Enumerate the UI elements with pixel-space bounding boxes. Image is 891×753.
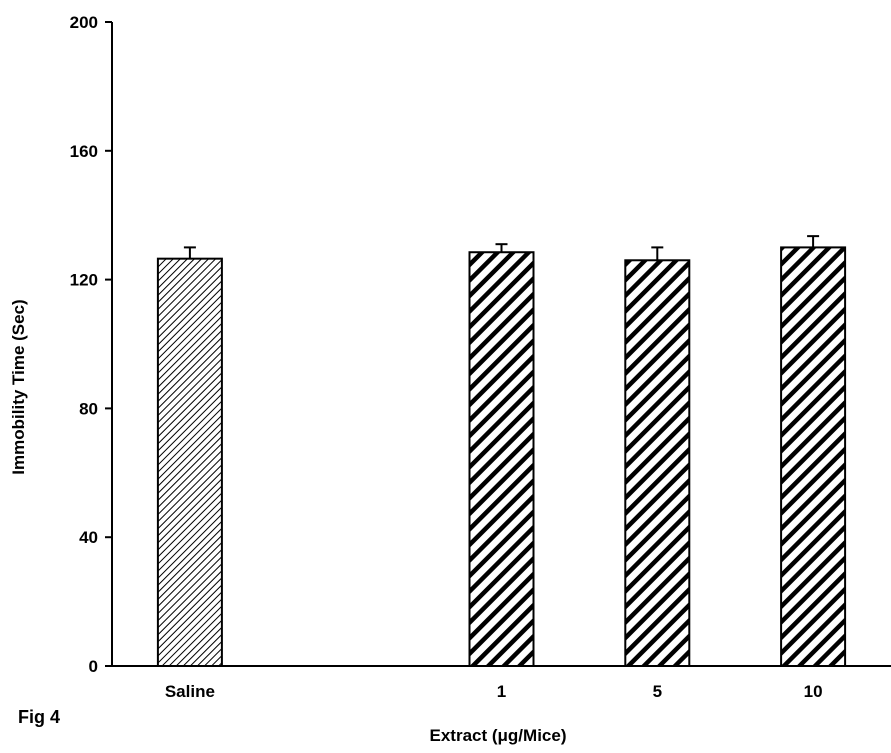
y-ticks-group: 0 40 80 120 160 200: [70, 13, 112, 676]
y-tick-label: 40: [79, 528, 98, 547]
y-tick-label: 0: [89, 657, 98, 676]
x-tick-label: 5: [653, 682, 662, 701]
error-bars-group: [183, 235, 820, 261]
bar-saline: [156, 257, 223, 667]
bar-5: [624, 259, 691, 667]
x-axis-title: Extract (μg/Mice): [430, 726, 567, 745]
y-tick-label: 80: [79, 399, 98, 418]
bar-10: [780, 246, 847, 667]
y-tick-label: 120: [70, 271, 98, 290]
y-tick-label: 200: [70, 13, 98, 32]
x-tick-label: Saline: [165, 682, 215, 701]
y-axis-title: Immobility Time (Sec): [9, 299, 28, 474]
x-tick-label: 1: [497, 682, 506, 701]
x-tick-labels-group: Saline 1 5 10: [165, 682, 823, 701]
bars-group: [156, 246, 847, 667]
bar-1: [468, 251, 535, 667]
x-tick-label: 10: [804, 682, 823, 701]
y-tick-label: 160: [70, 142, 98, 161]
figure-label: Fig 4: [18, 707, 61, 727]
